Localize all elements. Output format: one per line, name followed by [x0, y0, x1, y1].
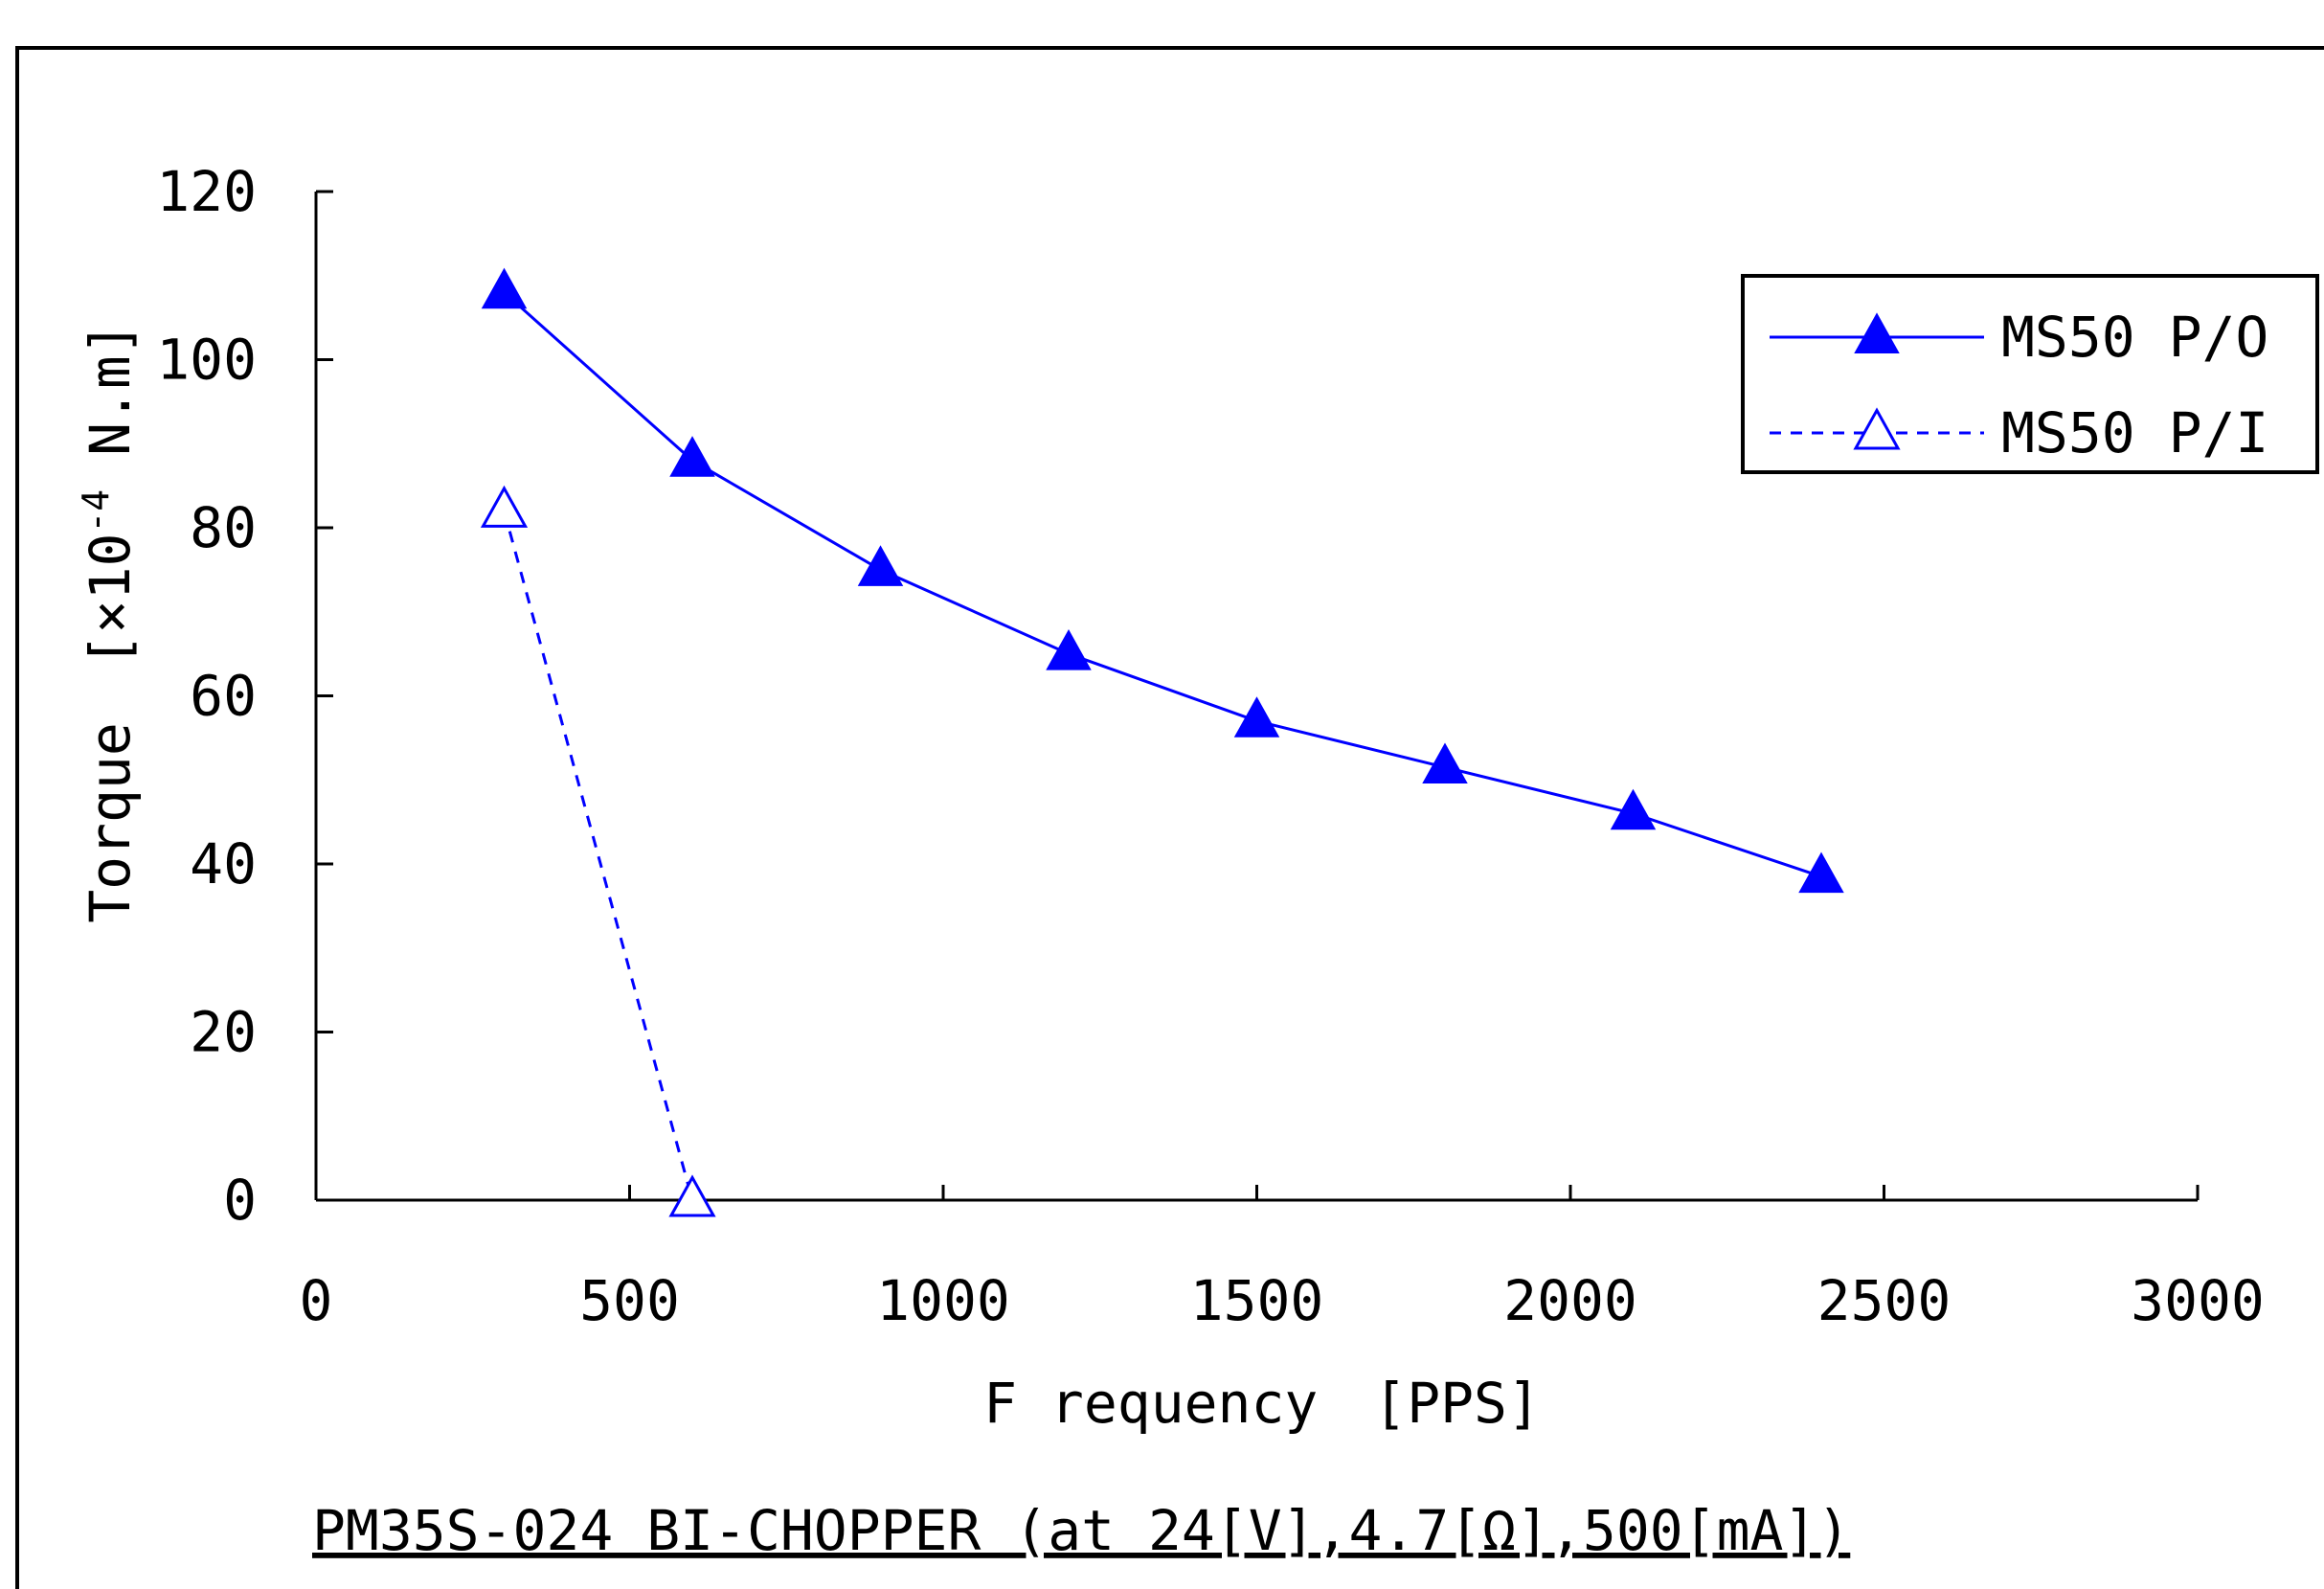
- x-tick-label: 1500: [1190, 1268, 1324, 1333]
- series-line: [503, 291, 1822, 878]
- data-point-marker: [1233, 696, 1280, 738]
- x-tick-label: 2000: [1503, 1268, 1637, 1333]
- legend-label: MS50 P/O: [2001, 305, 2268, 370]
- x-tick-label: 500: [579, 1268, 680, 1333]
- legend-label: MS50 P/I: [2001, 400, 2268, 465]
- x-tick-label: 3000: [2131, 1268, 2265, 1333]
- y-tick-label: 80: [190, 495, 257, 560]
- data-point-marker: [481, 267, 528, 309]
- y-axis-title: Torque [×10-4 N.m]: [75, 322, 143, 923]
- data-point-marker: [668, 1174, 716, 1217]
- x-axis-title: F requency [PPS]: [983, 1371, 1541, 1436]
- y-tick-label: 60: [190, 664, 257, 729]
- series-line: [503, 511, 694, 1201]
- legend-box: [1741, 274, 2319, 474]
- y-tick-label: 100: [156, 328, 257, 393]
- y-tick-label: 120: [156, 159, 257, 224]
- x-tick-label: 0: [300, 1268, 333, 1333]
- data-point-marker: [857, 545, 904, 586]
- data-point-marker: [1422, 742, 1468, 784]
- y-axis-title-exponent: -4: [75, 489, 117, 533]
- data-point-marker: [1798, 851, 1844, 894]
- series-ms50-po: [481, 267, 1844, 894]
- y-tick-label: 0: [223, 1168, 257, 1233]
- data-point-marker: [480, 485, 529, 528]
- y-tick-label: 20: [190, 1000, 257, 1065]
- chart-caption: PM35S-024 BI-CHOPPER (at 24[V],4.7[Ω],50…: [312, 1498, 1850, 1563]
- data-point-marker: [1610, 788, 1657, 830]
- y-axis-title-main: Torque [×10: [78, 533, 143, 923]
- x-tick-label: 1000: [876, 1268, 1010, 1333]
- plot-series: [480, 267, 1844, 1217]
- x-tick-label: 2500: [1817, 1268, 1952, 1333]
- legend-marker: [1853, 407, 1901, 450]
- series-ms50-pi: [480, 485, 716, 1217]
- axes: 0 20 40 60 80 100 120 0 500 1000 1500 2000 2500 3000: [156, 159, 2265, 1333]
- legend: MS50 P/O MS50 P/I: [1741, 274, 2319, 474]
- data-point-marker: [1046, 629, 1092, 670]
- y-tick-label: 40: [190, 831, 257, 897]
- y-axis-title-unit: N.m]: [78, 322, 143, 489]
- data-point-marker: [669, 436, 715, 477]
- legend-marker: [1854, 312, 1900, 353]
